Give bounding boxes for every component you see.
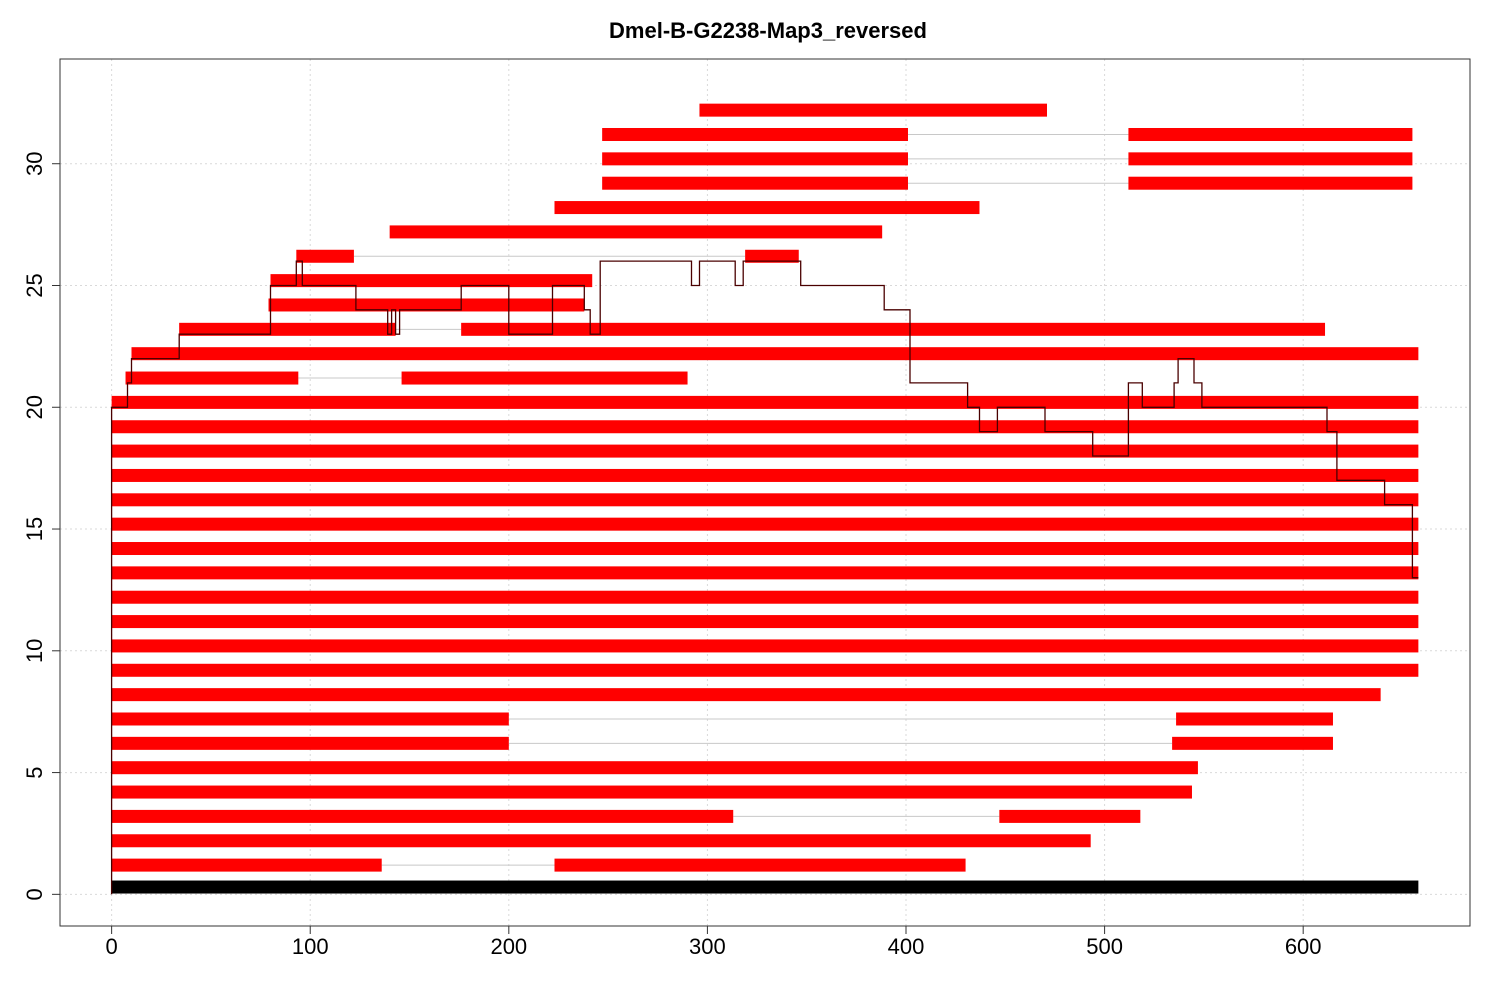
alignment-segment [111,834,1091,848]
alignment-segment [296,249,354,263]
y-tick-label: 10 [22,639,47,663]
alignment-segment [111,493,1419,507]
alignment-segments [111,103,1419,872]
alignment-segment [111,517,1419,531]
alignment-segment [602,176,908,190]
x-tick-label: 600 [1285,934,1322,959]
alignment-segment [111,736,509,750]
x-tick-label: 300 [689,934,726,959]
y-tick-label: 15 [22,517,47,541]
y-tick-label: 0 [22,888,47,900]
alignment-segment [999,809,1141,823]
alignment-segment [554,201,980,215]
chart-title: Dmel-B-G2238-Map3_reversed [609,18,927,43]
alignment-segment [111,615,1419,629]
coverage-line [110,260,1419,895]
reference-bar [111,880,1419,894]
alignment-segment [602,152,908,166]
alignment-segment [125,371,299,385]
x-tick-label: 400 [888,934,925,959]
y-tick-label: 20 [22,395,47,419]
alignment-segment [111,858,382,872]
alignment-segment [111,444,1419,458]
x-tick-label: 100 [292,934,329,959]
y-tick-label: 30 [22,151,47,175]
alignment-segment [401,371,688,385]
alignment-segment [111,542,1419,556]
alignment-segment [1128,176,1413,190]
alignment-segment [131,347,1419,361]
alignment-segment [270,274,593,288]
alignment-segment [389,225,883,239]
alignment-segment [111,639,1419,653]
x-tick-label: 200 [490,934,527,959]
alignment-segment [699,103,1047,117]
x-axis: 0 100 200 300 400 500 600 [106,925,1322,959]
alignment-segment [111,420,1419,434]
alignment-segment [1172,736,1333,750]
alignment-segment [745,249,799,263]
alignment-segment [1128,152,1413,166]
alignment-segment [461,322,1326,336]
alignment-segment [111,468,1419,482]
alignment-segment [111,809,734,823]
x-tick-label: 0 [106,934,118,959]
y-tick-label: 5 [22,766,47,778]
y-tick-label: 25 [22,273,47,297]
alignment-segment [111,785,1192,799]
alignment-segment [1128,127,1413,141]
alignment-segment [111,688,1381,702]
reference-bar-group [111,880,1419,894]
alignment-segment [554,858,966,872]
alignment-segment [268,298,585,312]
x-tick-label: 500 [1086,934,1123,959]
alignment-segment [111,590,1419,604]
alignment-segment [111,761,1198,775]
alignment-segment [111,663,1419,677]
alignment-segment [602,127,908,141]
coverage-line-group [110,260,1419,895]
alignment-segment [179,322,396,336]
alignment-segment [1176,712,1333,726]
alignment-segment [111,395,1419,409]
y-axis: 0 5 10 15 20 25 30 [22,151,61,900]
gap-connectors [298,133,1177,866]
alignment-segment [111,712,509,726]
alignment-segment [111,566,1419,580]
